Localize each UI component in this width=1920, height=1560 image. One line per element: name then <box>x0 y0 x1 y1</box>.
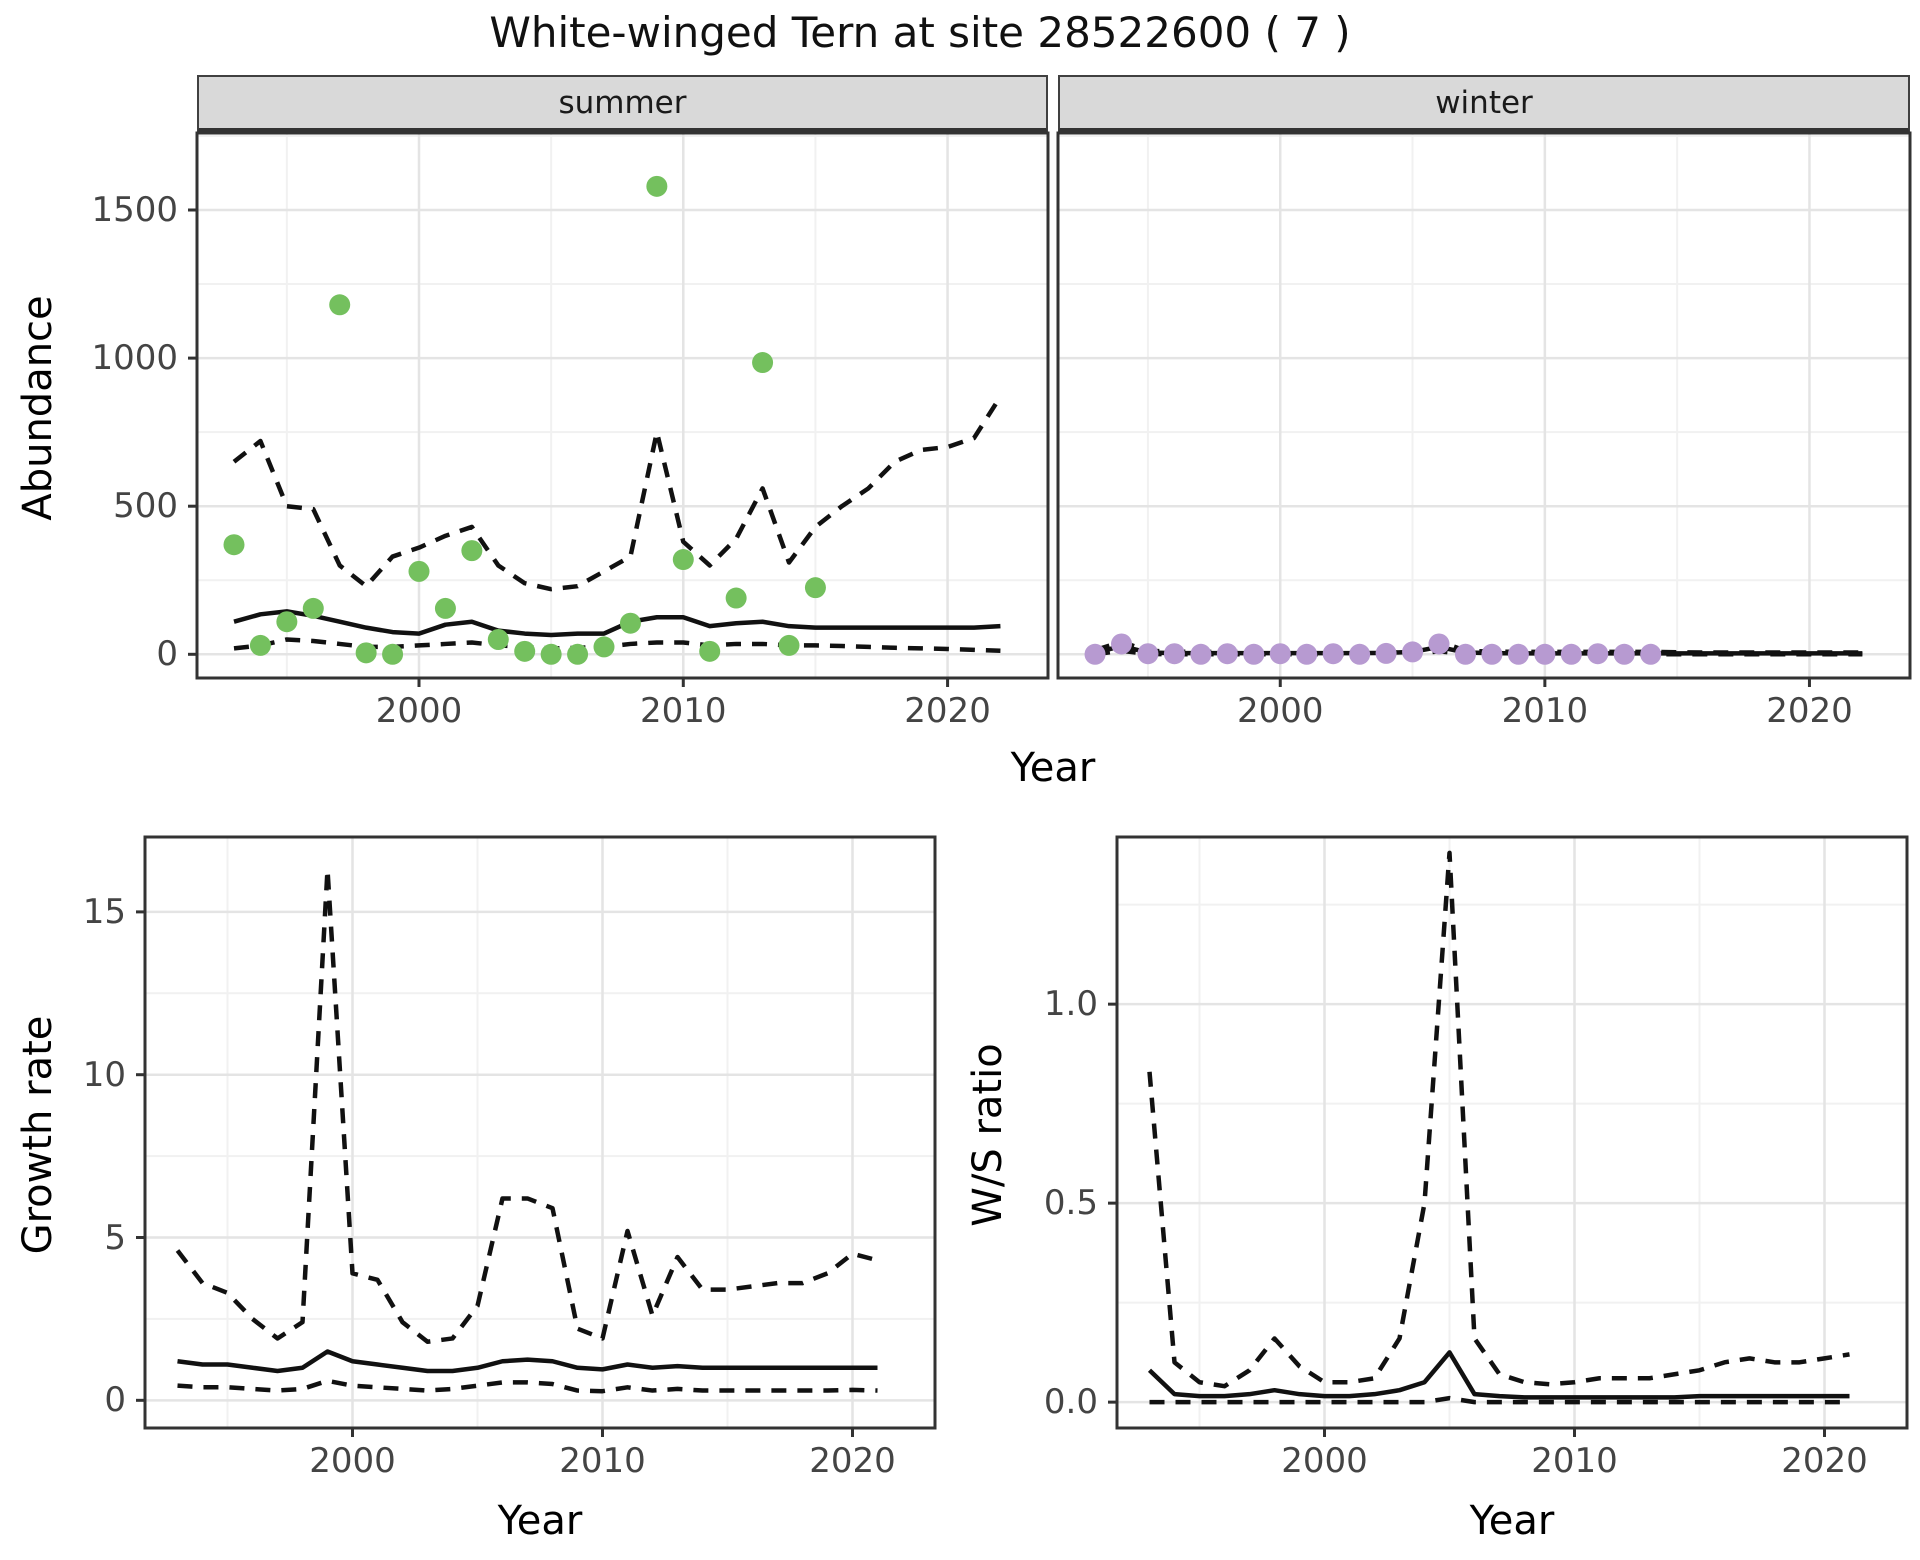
data-point <box>1137 643 1159 665</box>
data-point <box>778 634 800 656</box>
data-point <box>1322 643 1344 665</box>
data-point <box>249 634 271 656</box>
data-point <box>1084 643 1106 665</box>
x-tick-label: 2010 <box>1531 1441 1618 1481</box>
data-point <box>1534 643 1556 665</box>
data-point <box>1507 643 1529 665</box>
y-tick-label: 0 <box>156 634 178 675</box>
data-point <box>646 175 668 197</box>
upper-ci-line <box>175 867 879 1344</box>
y-tick-label: 15 <box>82 891 126 932</box>
data-point <box>699 640 721 662</box>
ws-ratio-panel <box>1108 835 1909 1437</box>
data-point <box>276 611 298 633</box>
x-tick-label: 2010 <box>559 1441 646 1481</box>
data-point <box>1587 643 1609 665</box>
x-tick-label: 2000 <box>1281 1441 1368 1481</box>
y-tick-label: 1.0 <box>1043 984 1098 1025</box>
panel-border <box>143 835 937 1430</box>
data-point <box>752 352 774 374</box>
y-tick-label: 1000 <box>91 338 178 379</box>
data-point <box>461 540 483 562</box>
data-point <box>1375 642 1397 664</box>
data-point <box>725 587 747 609</box>
data-point <box>672 549 694 571</box>
data-point <box>487 628 509 650</box>
abundance-axis-title: Abundance <box>15 295 61 521</box>
panel-border <box>1115 835 1909 1430</box>
x-tick-label: 2020 <box>1781 1441 1868 1481</box>
data-point <box>1269 643 1291 665</box>
summer-abundance-panel <box>188 131 1050 687</box>
data-point <box>434 597 456 619</box>
data-point <box>329 294 351 316</box>
data-point <box>382 643 404 665</box>
panel-background <box>145 837 935 1428</box>
data-point <box>514 640 536 662</box>
facet-strip-label: winter <box>1435 84 1533 121</box>
x-tick-label: 2000 <box>1236 691 1324 731</box>
data-point <box>1428 633 1450 655</box>
x-tick-label: 2010 <box>640 691 727 731</box>
data-point <box>619 612 641 634</box>
data-point <box>408 560 430 582</box>
data-point <box>540 643 562 665</box>
median-line <box>1147 1350 1850 1400</box>
data-point <box>1296 643 1318 665</box>
x-tick-label: 2020 <box>1766 691 1853 731</box>
data-point <box>567 643 589 665</box>
y-tick-label: 5 <box>104 1217 126 1258</box>
data-point <box>1481 643 1503 665</box>
data-point <box>1111 633 1133 655</box>
panel-background <box>1058 133 1910 678</box>
data-point <box>1190 643 1212 665</box>
data-point <box>1349 643 1371 665</box>
panel-border <box>1056 131 1912 680</box>
year-axis-title-top: Year <box>1010 745 1096 791</box>
data-point <box>1402 641 1424 663</box>
data-point <box>302 597 324 619</box>
year-axis-title-bottom-right: Year <box>1469 1498 1555 1544</box>
facet-strip-label: summer <box>558 84 687 121</box>
data-point <box>593 636 615 658</box>
data-point <box>1163 643 1185 665</box>
data-point <box>223 534 245 556</box>
y-tick-label: 0.0 <box>1043 1382 1098 1423</box>
upper-ci-line <box>232 395 1003 592</box>
median-line <box>177 1349 878 1374</box>
growth-rate-panel <box>136 835 937 1437</box>
data-point <box>1560 643 1582 665</box>
y-tick-label: 0 <box>104 1380 126 1421</box>
data-point <box>1454 643 1476 665</box>
data-point <box>1613 643 1635 665</box>
panel-background <box>1117 837 1907 1428</box>
data-point <box>1640 643 1662 665</box>
y-tick-label: 10 <box>82 1054 126 1095</box>
data-point <box>804 577 826 599</box>
y-tick-label: 1500 <box>91 190 178 230</box>
x-tick-label: 2020 <box>904 691 991 731</box>
panel-background <box>197 133 1048 678</box>
winter-abundance-panel <box>1056 131 1912 687</box>
lower-ci-line <box>1149 1395 1850 1405</box>
year-axis-title-bottom-left: Year <box>497 1498 583 1544</box>
facet-strip-summer: summer <box>197 75 1048 133</box>
panel-border <box>195 131 1050 680</box>
chart-title: White-winged Tern at site 28522600 ( 7 ) <box>489 8 1351 57</box>
y-tick-label: 500 <box>113 486 178 527</box>
x-tick-label: 2010 <box>1501 691 1589 731</box>
growth-rate-axis-title: Growth rate <box>15 1015 61 1255</box>
facet-strip-winter: winter <box>1058 75 1910 133</box>
y-tick-label: 0.5 <box>1043 1183 1098 1224</box>
x-tick-label: 2020 <box>809 1441 896 1481</box>
data-point <box>355 642 377 664</box>
x-tick-label: 2000 <box>309 1441 396 1481</box>
data-point <box>1216 643 1238 665</box>
lower-ci-line <box>177 1378 878 1394</box>
median-line <box>233 609 1001 638</box>
x-tick-label: 2000 <box>375 691 463 731</box>
data-point <box>1243 643 1265 665</box>
